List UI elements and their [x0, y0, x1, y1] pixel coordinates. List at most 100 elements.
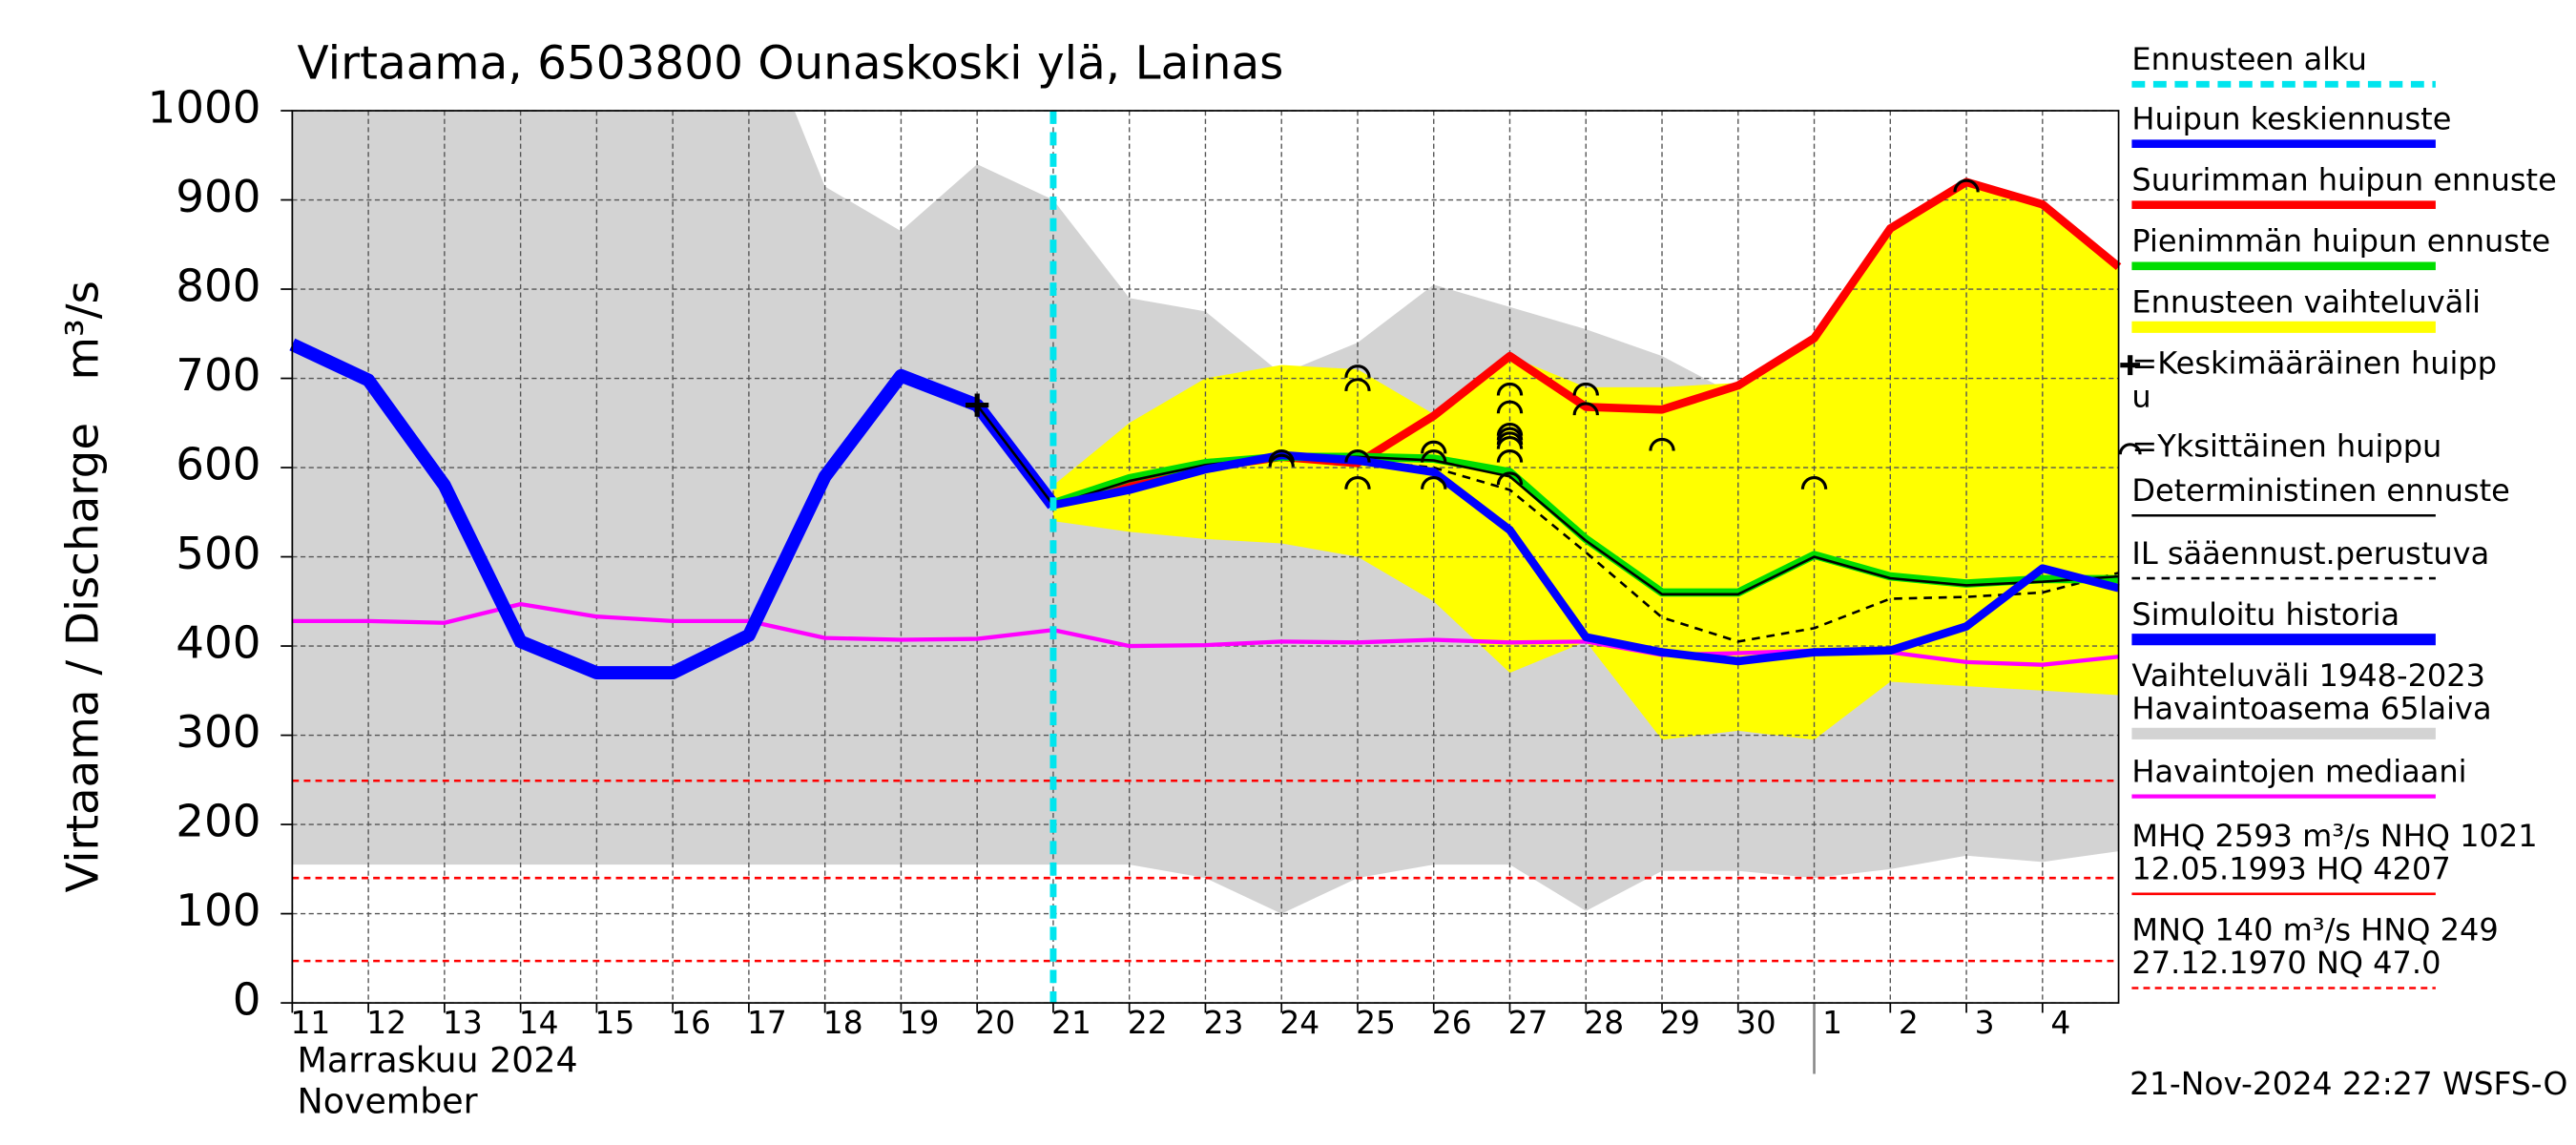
- single-peak: [1496, 471, 1524, 486]
- legend-label: 27.12.1970 NQ 47.0: [2131, 945, 2441, 981]
- legend-label: Vaihteluväli 1948-2023: [2131, 657, 2485, 694]
- single-peak: [1800, 476, 1828, 489]
- x-tick-label: 15: [595, 1004, 635, 1041]
- legend-item: Vaihteluväli 1948-2023 Havaintoasema 65l…: [2131, 657, 2492, 739]
- legend-label: =Yksittäinen huippu: [2131, 427, 2441, 464]
- legend-item: Ennusteen alku: [2131, 41, 2436, 88]
- legend-label: MNQ 140 m³/s HNQ 249: [2131, 912, 2498, 948]
- single-peak: [1496, 435, 1524, 449]
- lines: [289, 177, 2122, 963]
- single-peak: [1572, 402, 1599, 416]
- series-line: [289, 338, 1059, 680]
- single-peak: [1344, 449, 1371, 463]
- single-peak: [1496, 400, 1524, 414]
- x-tick-label: 17: [747, 1004, 787, 1041]
- x-tick-label: 24: [1279, 1004, 1319, 1041]
- x-tick-label: 23: [1204, 1004, 1244, 1041]
- y-tick-label: 400: [176, 618, 260, 670]
- single-peak: [1268, 449, 1295, 463]
- legend-item: IL sääennust.perustuva: [2131, 535, 2489, 580]
- single-peak: [1421, 476, 1447, 489]
- legend-label: 12.05.1993 HQ 4207: [2131, 851, 2450, 887]
- x-tick-label: 20: [975, 1004, 1015, 1041]
- single-peak: [1496, 422, 1524, 436]
- x-tick-label: 1: [1822, 1004, 1842, 1041]
- single-peak: [1649, 437, 1675, 451]
- legend-label: MHQ 2593 m³/s NHQ 1021: [2131, 818, 2537, 854]
- legend-item: Suurimman huipun ennuste: [2131, 161, 2557, 210]
- y-tick-label: 100: [176, 885, 260, 937]
- single-peak: [1953, 178, 1980, 193]
- month-label: November: [298, 1081, 478, 1122]
- legend-label: Ennusteen alku: [2131, 41, 2367, 77]
- y-tick-label: 200: [176, 797, 260, 848]
- legend-label: Pienimmän huipun ennuste: [2131, 223, 2550, 260]
- legend-label: Simuloitu historia: [2131, 596, 2399, 633]
- y-axis-unit: m³/s: [58, 281, 110, 380]
- single-peak: [1496, 427, 1524, 441]
- legend-icon: [2118, 443, 2142, 455]
- plot-frame: [291, 110, 2120, 1004]
- single-peak: [1344, 378, 1371, 392]
- x-tick-label: 12: [366, 1004, 406, 1041]
- legend-label: Suurimman huipun ennuste: [2131, 161, 2556, 198]
- single-peak: [1421, 449, 1447, 463]
- legend-item: Havaintojen mediaani: [2131, 753, 2467, 799]
- x-tick-label: 29: [1660, 1004, 1700, 1041]
- single-peak: [1496, 382, 1524, 396]
- x-tick-label: 3: [1975, 1004, 1995, 1041]
- legend-label: Havaintoasema 65laiva: [2131, 691, 2491, 727]
- x-tick-label: 27: [1508, 1004, 1548, 1041]
- x-tick-label: 28: [1584, 1004, 1624, 1041]
- x-tick-label: 18: [823, 1004, 863, 1041]
- y-tick-label: 0: [233, 975, 261, 1027]
- legend-item: Ennusteen vaihteluväli: [2131, 284, 2481, 333]
- legend-item: Simuloitu historia: [2131, 596, 2436, 646]
- series-line: [1052, 450, 2120, 666]
- x-tick-label: 14: [519, 1004, 559, 1041]
- x-tick-label: 26: [1432, 1004, 1472, 1041]
- x-tick-label: 25: [1356, 1004, 1396, 1041]
- single-peak: [1268, 453, 1295, 468]
- y-tick-label: 600: [176, 440, 260, 491]
- legend-icon: [2120, 355, 2141, 376]
- legend-item: =Yksittäinen huippu: [2118, 427, 2441, 464]
- y-tick-label: 500: [176, 529, 260, 580]
- x-tick-label: 22: [1128, 1004, 1168, 1041]
- x-tick-label: 2: [1899, 1004, 1919, 1041]
- legend-label: Deterministinen ennuste: [2131, 472, 2509, 509]
- single-peak: [1421, 440, 1447, 454]
- legend-label: Ennusteen vaihteluväli: [2131, 284, 2481, 321]
- y-tick-label: 1000: [148, 83, 261, 135]
- y-axis-label: Virtaama / Discharge: [58, 423, 110, 893]
- x-tick-label: 21: [1051, 1004, 1091, 1041]
- single-peak: [1344, 364, 1371, 378]
- chart-title: Virtaama, 6503800 Ounaskoski ylä, Lainas: [298, 36, 1284, 90]
- x-tick-label: 13: [443, 1004, 483, 1041]
- single-peak: [1344, 476, 1371, 489]
- month-label: Marraskuu 2024: [298, 1039, 578, 1080]
- legend-item: Huipun keskiennuste: [2131, 100, 2451, 148]
- single-peak: [1572, 382, 1599, 396]
- marks: [966, 111, 1980, 1004]
- y-tick-label: 300: [176, 707, 260, 759]
- x-tick-label: 19: [900, 1004, 940, 1041]
- x-tick-label: 11: [290, 1004, 330, 1041]
- series-line: [976, 404, 2119, 596]
- x-tick-label: 16: [671, 1004, 711, 1041]
- legend-item: Deterministinen ennuste: [2131, 472, 2510, 517]
- single-peak: [1496, 431, 1524, 446]
- y-tick-label: 700: [176, 350, 260, 402]
- x-tick-label: 4: [2050, 1004, 2070, 1041]
- y-tick-label: 800: [176, 261, 260, 313]
- x-tick-label: 30: [1736, 1004, 1776, 1041]
- legend-label: u: [2131, 378, 2150, 414]
- legend-item: =Keskimääräinen huippu: [2120, 345, 2497, 414]
- legend-label: Havaintojen mediaani: [2131, 753, 2466, 789]
- legend-label: Huipun keskiennuste: [2131, 100, 2451, 136]
- single-peak: [1496, 449, 1524, 463]
